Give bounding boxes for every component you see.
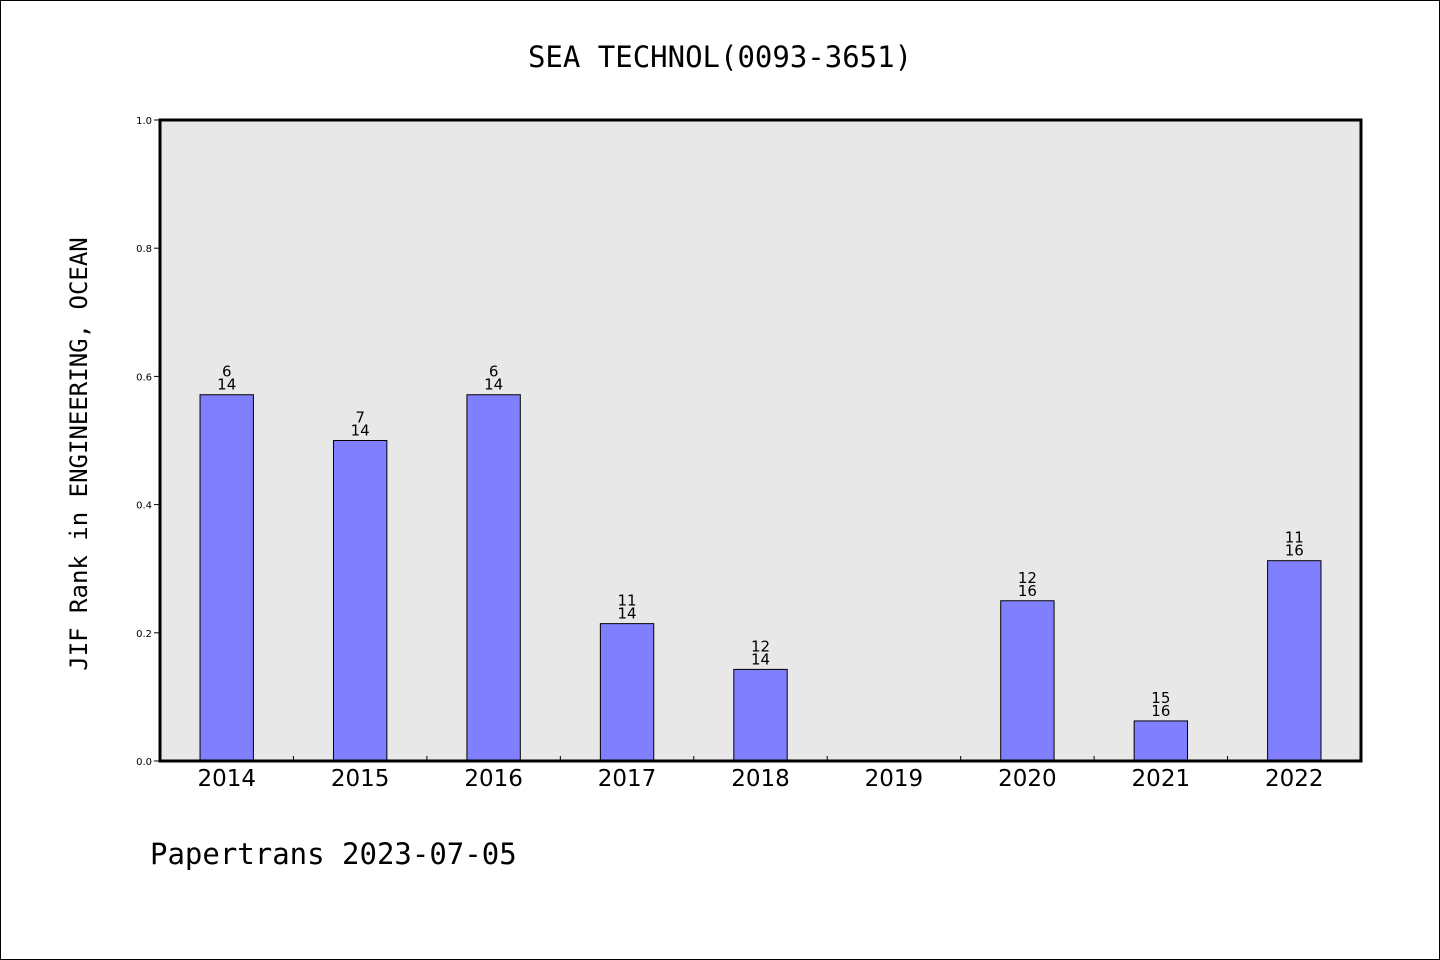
bar-label-denominator: 14 (618, 605, 637, 623)
bar (1000, 600, 1055, 762)
x-tick-label: 2020 (998, 766, 1057, 792)
bar-label-denominator: 14 (217, 376, 236, 394)
bar-label-numerator: 6 (489, 363, 499, 381)
bar (199, 394, 254, 762)
y-tick-label: 0.2 (136, 629, 152, 640)
x-tick-label: 2015 (331, 766, 390, 792)
x-tick-label: 2022 (1265, 766, 1324, 792)
bar (332, 440, 388, 762)
y-tick-label: 0.4 (136, 501, 152, 512)
x-tick-label: 2019 (865, 766, 924, 792)
bar-label-numerator: 15 (1151, 689, 1170, 707)
bar-label-denominator: 14 (751, 650, 770, 668)
bars (199, 394, 1322, 762)
x-tick-label: 2014 (197, 766, 256, 792)
chart-title: SEA TECHNOL(0093-3651) (528, 40, 912, 74)
x-tick-label: 2018 (731, 766, 790, 792)
y-tick-label: 0.8 (136, 244, 152, 255)
bar (1267, 560, 1322, 762)
bar-label-numerator: 12 (1018, 569, 1037, 587)
bar-label-numerator: 11 (618, 592, 637, 610)
bar (733, 668, 788, 762)
x-tick-label: 2016 (464, 766, 523, 792)
bar-label-numerator: 6 (222, 363, 232, 381)
bar-label-denominator: 16 (1151, 702, 1170, 720)
y-tick-label: 1.0 (136, 116, 152, 127)
bar (466, 394, 521, 762)
bar-label-denominator: 14 (351, 422, 370, 440)
y-tick-label: 0.6 (136, 372, 152, 383)
x-tick-label: 2017 (598, 766, 657, 792)
bar-label-denominator: 14 (484, 376, 503, 394)
bar-label-denominator: 16 (1285, 542, 1304, 560)
bar-label-numerator: 7 (355, 409, 365, 427)
x-tick-labels: 2014 2015 2016 2017 2018 2019 2020 2021 2022 (197, 766, 1323, 792)
x-tick-label: 2021 (1132, 766, 1191, 792)
y-axis-label: JIF Rank in ENGINEERING, OCEAN (65, 237, 93, 670)
y-tick-label: 0.0 (136, 757, 152, 768)
footer-text: Papertrans 2023-07-05 (150, 837, 517, 871)
bar-label-denominator: 16 (1018, 582, 1037, 600)
bar-label-numerator: 11 (1285, 529, 1304, 547)
plot-frame (158, 118, 1363, 763)
bar-label-numerator: 12 (751, 637, 770, 655)
bar (1133, 720, 1189, 762)
bar (599, 623, 655, 762)
